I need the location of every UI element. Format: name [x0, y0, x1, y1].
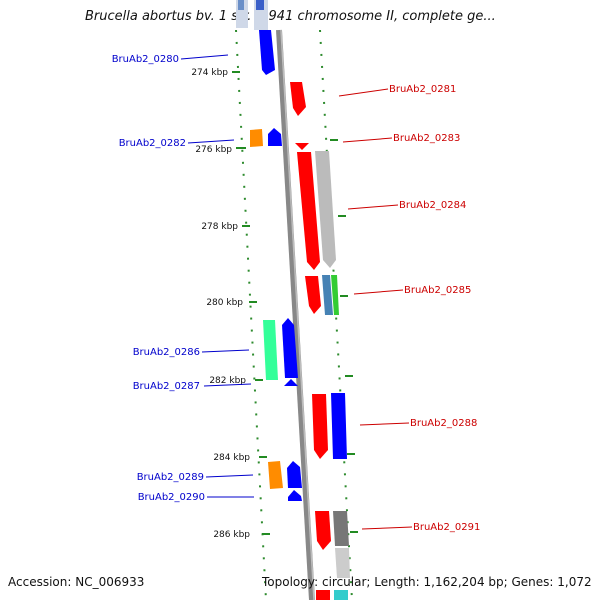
gene-label-BruAb2_0284[interactable]: BruAb2_0284 [399, 200, 466, 211]
tick-label: 278 kbp [201, 222, 238, 232]
map-title: Brucella abortus bv. 1 str. 9-941 chromo… [85, 9, 496, 24]
gene-BruAb2_0282-b[interactable] [268, 128, 282, 146]
gene-BruAb2_0286-b[interactable] [282, 318, 298, 378]
gene-label-BruAb2_0281[interactable]: BruAb2_0281 [389, 84, 456, 95]
tick-label: 284 kbp [213, 453, 250, 463]
gene-label-BruAb2_0291[interactable]: BruAb2_0291 [413, 522, 480, 533]
gene-BruAb2_0286-a[interactable] [263, 320, 278, 380]
gene-BruAb2_0284-b[interactable] [315, 151, 336, 268]
gene-BruAb2_0285-b[interactable] [322, 275, 333, 315]
gene-BruAb2_0289-a[interactable] [268, 461, 283, 489]
gene-BruAb2_0291-a[interactable] [315, 511, 331, 550]
gene-label-BruAb2_0280[interactable]: BruAb2_0280 [112, 54, 179, 65]
gene-BruAb2_0287[interactable] [284, 379, 298, 386]
gene-label-BruAb2_0282[interactable]: BruAb2_0282 [119, 138, 186, 149]
gene-label-BruAb2_0287[interactable]: BruAb2_0287 [133, 381, 200, 392]
tick-label: 280 kbp [206, 298, 243, 308]
gene-partial[interactable] [334, 590, 348, 600]
chromosome-backbone [276, 29, 315, 600]
topology-label: Topology: circular; Length: 1,162,204 bp… [262, 575, 592, 589]
gene-BruAb2_0288-a[interactable] [312, 394, 328, 459]
axis-ticks: 274 kbp 276 kbp 278 kbp 280 kbp 282 kbp … [191, 68, 358, 540]
tick-label: 274 kbp [191, 68, 228, 78]
gene-partial[interactable] [316, 590, 330, 600]
gene-BruAb2_0284[interactable] [297, 152, 320, 270]
gene-BruAb2_0290[interactable] [288, 490, 302, 501]
gene-BruAb2_0285-a[interactable] [305, 276, 321, 314]
tick-label: 286 kbp [213, 530, 250, 540]
tick-label: 276 kbp [195, 145, 232, 155]
gene-BruAb2_0289-b[interactable] [287, 461, 302, 488]
left-labels: BruAb2_0280 BruAb2_0282 BruAb2_0286 BruA… [112, 54, 254, 503]
gene-label-BruAb2_0290[interactable]: BruAb2_0290 [138, 492, 205, 503]
accession-label: Accession: NC_006933 [8, 575, 145, 589]
gene-BruAb2_0285-c[interactable] [331, 275, 339, 315]
gene-BruAb2_0280[interactable] [259, 30, 275, 75]
tick-label: 282 kbp [209, 376, 246, 386]
gene-label-BruAb2_0288[interactable]: BruAb2_0288 [410, 418, 477, 429]
gene-BruAb2_0291-c[interactable] [335, 548, 350, 578]
gene-label-BruAb2_0289[interactable]: BruAb2_0289 [137, 472, 204, 483]
gene-label-BruAb2_0286[interactable]: BruAb2_0286 [133, 347, 200, 358]
gene-BruAb2_0283[interactable] [295, 143, 309, 150]
guide-dots-left [235, 29, 267, 600]
gene-label-BruAb2_0283[interactable]: BruAb2_0283 [393, 133, 460, 144]
gene-BruAb2_0288-b[interactable] [331, 393, 347, 459]
gene-label-BruAb2_0285[interactable]: BruAb2_0285 [404, 285, 471, 296]
gene-BruAb2_0282-a[interactable] [250, 129, 263, 147]
gene-BruAb2_0281[interactable] [290, 82, 306, 116]
right-labels: BruAb2_0281 BruAb2_0283 BruAb2_0284 BruA… [338, 84, 480, 533]
gene-BruAb2_0291-b[interactable] [333, 511, 349, 546]
